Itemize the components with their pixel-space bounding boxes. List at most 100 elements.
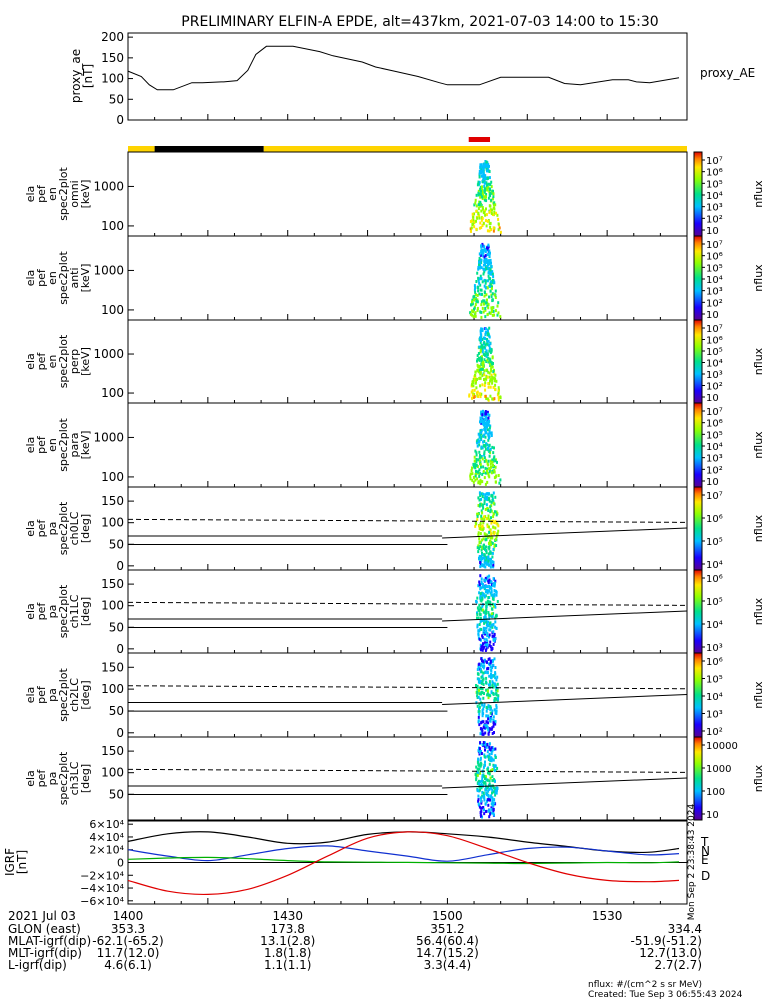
spectrogram-pixel [488,284,491,288]
ephemeris-value: 173.8 [271,922,305,936]
spectrogram-pixel [478,263,480,266]
spectrogram-pixel [485,809,488,813]
nflux-units-note: nflux: #/(cm^2 s sr MeV) [588,980,702,990]
spectrogram-pixel [495,678,498,682]
spectrogram-frame [127,486,688,571]
spectrogram-pixel [479,192,482,196]
spectrogram-pixel [482,660,485,664]
spectrogram-pixel [473,298,475,302]
spectrogram-pixel [486,480,489,484]
spectrogram-pixel [495,685,497,689]
spectrogram-pixel [486,492,489,496]
spectrogram-pixel [483,616,486,620]
spectrogram-pixel [482,434,485,438]
spectrogram-pixel [490,228,493,232]
ephemeris-value: 2.7(2.7) [654,958,702,972]
spectrogram-pixel [474,474,477,478]
spectrogram-pixel [486,599,489,603]
spectrogram-pixel [484,620,487,624]
spectrogram-pixel [480,675,483,679]
spectrogram-pixel [477,211,480,215]
spectrogram-pixel [487,416,490,420]
spectrogram-pixel [487,382,490,385]
spectrogram-pixel [494,791,497,795]
spectrogram-pixel [488,413,491,417]
spectrogram-pixel [484,281,487,285]
anti-loss-cone-line [127,685,688,690]
spectrogram-pixel [495,688,498,692]
spectrogram-pixel [480,245,483,249]
spectrogram-pixel [479,562,482,566]
spectrogram-pixel [476,306,479,310]
ylabel-line: ch0LC [68,511,81,545]
spectrogram-pixel [494,510,497,514]
spectrogram-pixel [479,587,482,591]
spectrogram-pixel [482,272,485,276]
spectrogram-pixel [481,774,484,778]
spectrogram-pixel [485,793,488,797]
spectrogram-pixel [497,395,500,399]
spectrogram-pixel [495,697,498,701]
colorbar-tick-label: 10⁶ [706,336,723,347]
colorbar-label: nflux [752,681,765,709]
spectrogram-pixel [483,459,486,463]
colorbar-tick-label: 10 [706,810,719,821]
spectrogram-pixel [490,543,492,547]
spectrogram-pixel [480,782,483,786]
spectrogram-pixel [468,394,471,398]
loss-cone-line [442,527,688,539]
spectrogram-pixel [492,577,495,581]
spectrogram-ylabel: elapefpaspec2plotch3LC[deg] [24,751,92,805]
spectrogram-pixel [490,756,492,760]
spectrogram-pixel [487,662,490,666]
spectrogram-pixel [475,770,478,774]
spectrogram-pixel [480,170,483,174]
spectrogram-pixel [488,357,491,361]
spectrogram-pixel [488,589,491,593]
spectrogram-pixel [483,808,485,812]
spectrogram-pixel [479,771,481,775]
spectrogram-pixel [476,294,479,297]
spectrogram-pixel [472,215,475,219]
spectrogram-pixel [476,477,479,481]
created-timestamp: Created: Tue Sep 3 06:55:43 2024 [588,990,743,1000]
spectrogram-pixel [495,379,498,383]
spectrogram-pixel [479,540,482,544]
spectrogram-pixel [481,511,484,515]
ylabel-line: pa [46,772,59,786]
colorbar-tick-label: 10 [706,226,719,237]
spectrogram-pixel [474,466,477,470]
spectrogram-pixel [486,166,489,170]
spectrogram-pixel [475,765,478,769]
spectrogram-pixel [492,309,495,313]
spectrogram-pixel [484,590,487,594]
spectrogram-pixel [488,344,491,347]
spectrogram-pixel [492,469,495,473]
spectrogram-pixel [487,794,490,797]
spectrogram-pixel [487,303,490,307]
spectrogram-pixel [489,462,492,466]
spectrogram-pixel [493,589,496,592]
ylabel-line: ela [24,603,37,620]
spectrogram-pixel [479,697,482,701]
proxy-ae-legend: proxy_AE [700,66,755,80]
ytick-label: 0 [116,559,124,573]
spectrogram-pixel [484,410,487,413]
spectrogram-pixel [482,248,485,252]
spectrogram-pixel [485,193,488,196]
ylabel-line: ela [24,270,37,287]
ylabel-line: pef [35,268,48,287]
orbit-bar-segment [128,146,155,152]
spectrogram-pixel [482,765,485,769]
spectrogram-pixel [478,681,481,685]
spectrogram-pixel [483,578,486,582]
spectrogram-pixel [483,553,486,557]
ylabel-line: pef [35,352,48,371]
spectrogram-pixel [484,286,487,290]
spectrogram-pixel [486,621,489,624]
spectrogram-pixel [477,715,480,719]
spectrogram-pixel [482,791,485,795]
spectrogram-pixel [478,723,481,727]
spectrogram-pixel [485,561,488,565]
spectrogram-pixel [483,794,485,798]
